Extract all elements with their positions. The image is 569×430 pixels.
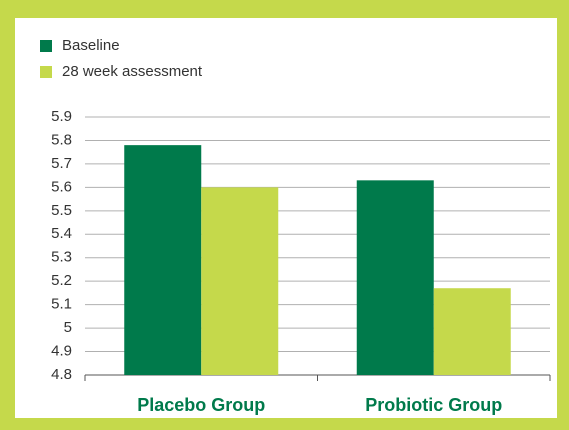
legend-swatch bbox=[40, 40, 52, 52]
bar bbox=[433, 288, 511, 375]
y-tick-label: 4.9 bbox=[51, 343, 72, 360]
bar bbox=[356, 180, 434, 375]
x-tick-label: Probiotic Group bbox=[365, 395, 502, 415]
bar bbox=[201, 187, 279, 375]
y-tick-label: 5.5 bbox=[51, 202, 72, 219]
legend-label: 28 week assessment bbox=[62, 63, 203, 80]
y-tick-label: 5.6 bbox=[51, 178, 72, 195]
legend-swatch bbox=[40, 66, 52, 78]
x-tick-label: Placebo Group bbox=[137, 395, 265, 415]
y-tick-label: 5 bbox=[64, 319, 72, 336]
legend-label: Baseline bbox=[62, 37, 120, 54]
y-tick-label: 5.8 bbox=[51, 131, 72, 148]
y-tick-label: 5.7 bbox=[51, 155, 72, 172]
y-tick-label: 5.9 bbox=[51, 108, 72, 125]
y-tick-label: 5.2 bbox=[51, 272, 72, 289]
y-tick-label: 5.3 bbox=[51, 249, 72, 266]
bar bbox=[124, 145, 202, 375]
y-tick-label: 4.8 bbox=[51, 366, 72, 383]
y-tick-label: 5.4 bbox=[51, 225, 72, 242]
y-tick-label: 5.1 bbox=[51, 296, 72, 313]
